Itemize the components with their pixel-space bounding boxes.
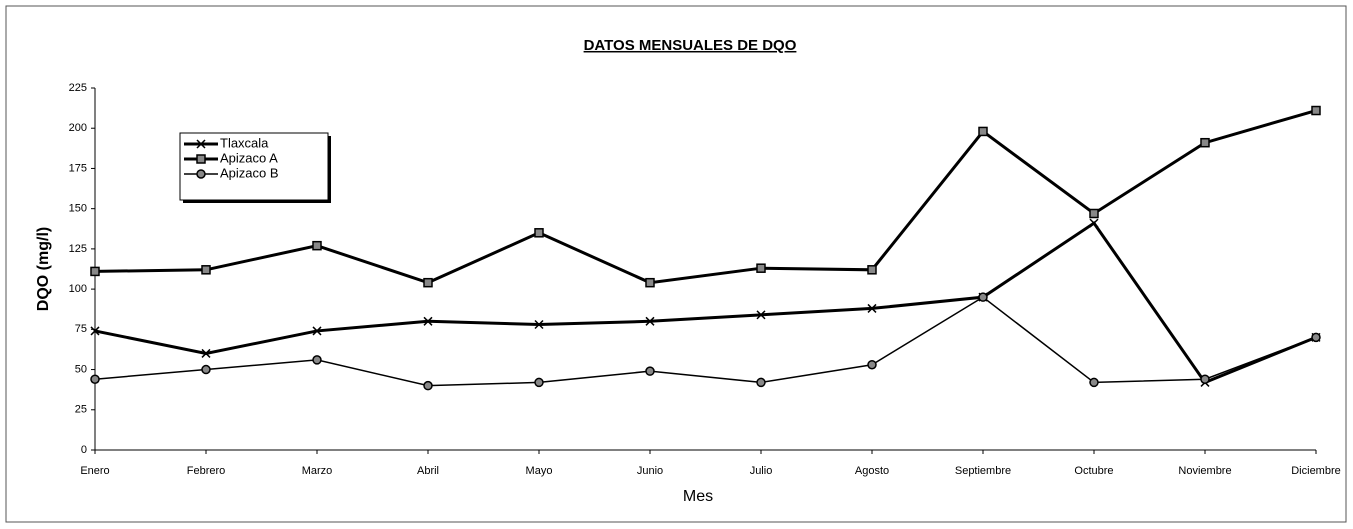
- marker-circle: [90, 374, 100, 384]
- marker-circle: [756, 377, 766, 388]
- marker-circle: [312, 355, 322, 365]
- y-tick-label: 200: [69, 122, 87, 134]
- y-axis-label: DQO (mg/l): [35, 227, 52, 311]
- y-tick-label: 50: [75, 363, 87, 375]
- marker-square: [645, 277, 655, 288]
- chart-title: DATOS MENSUALES DE DQO: [584, 37, 797, 54]
- marker-x: [1089, 218, 1099, 228]
- marker-x: [756, 310, 766, 320]
- legend-label: Tlaxcala: [220, 135, 269, 150]
- y-tick-label: 100: [69, 283, 87, 295]
- marker-x: [423, 316, 433, 326]
- marker-circle: [978, 292, 988, 302]
- y-tick-label: 0: [81, 444, 87, 456]
- marker-square: [90, 266, 100, 277]
- marker-square: [534, 228, 544, 238]
- x-tick-label: Mayo: [526, 465, 553, 477]
- series-line: [94, 221, 1317, 385]
- legend-label: Apizaco A: [220, 150, 278, 165]
- series-line: [94, 296, 1317, 387]
- marker-x: [867, 303, 877, 313]
- marker-square: [1200, 137, 1210, 148]
- marker-x: [90, 326, 100, 336]
- marker-square: [201, 265, 211, 275]
- marker-circle: [534, 377, 544, 388]
- marker-circle: [645, 366, 655, 376]
- y-tick-label: 225: [69, 82, 87, 94]
- x-tick-label: Septiembre: [955, 465, 1011, 477]
- marker-circle: [867, 359, 877, 370]
- marker-x: [645, 316, 655, 326]
- x-axis-label: Mes: [683, 488, 713, 505]
- y-tick-label: 175: [69, 162, 87, 174]
- x-tick-label: Noviembre: [1178, 465, 1231, 477]
- marker-square: [867, 265, 877, 275]
- legend-label: Apizaco B: [220, 165, 279, 180]
- y-tick-label: 25: [75, 404, 87, 416]
- marker-x: [196, 139, 206, 149]
- marker-x: [201, 348, 211, 358]
- marker-square: [423, 277, 433, 288]
- marker-circle: [1311, 332, 1321, 343]
- x-tick-label: Octubre: [1074, 465, 1113, 477]
- series-line: [94, 109, 1317, 285]
- marker-circle: [1089, 377, 1099, 388]
- marker-square: [196, 154, 206, 164]
- x-tick-label: Abril: [417, 465, 439, 477]
- marker-square: [756, 263, 766, 273]
- marker-square: [978, 126, 988, 137]
- marker-x: [312, 326, 322, 336]
- x-tick-label: Marzo: [302, 465, 333, 477]
- x-tick-label: Febrero: [187, 465, 226, 477]
- x-tick-label: Junio: [637, 465, 663, 477]
- marker-x: [534, 319, 544, 330]
- marker-square: [1089, 208, 1099, 219]
- marker-circle: [423, 380, 433, 391]
- x-tick-label: Enero: [80, 465, 109, 477]
- marker-circle: [1200, 374, 1210, 384]
- y-tick-label: 75: [75, 323, 87, 335]
- marker-square: [312, 240, 322, 251]
- marker-circle: [201, 364, 211, 375]
- y-tick-label: 125: [69, 243, 87, 255]
- x-tick-label: Julio: [750, 465, 773, 477]
- x-tick-label: Agosto: [855, 465, 889, 477]
- x-tick-label: Diciembre: [1291, 465, 1341, 477]
- y-tick-label: 150: [69, 203, 87, 215]
- frame: [5, 5, 1347, 523]
- marker-circle: [196, 169, 206, 179]
- marker-square: [1311, 105, 1321, 116]
